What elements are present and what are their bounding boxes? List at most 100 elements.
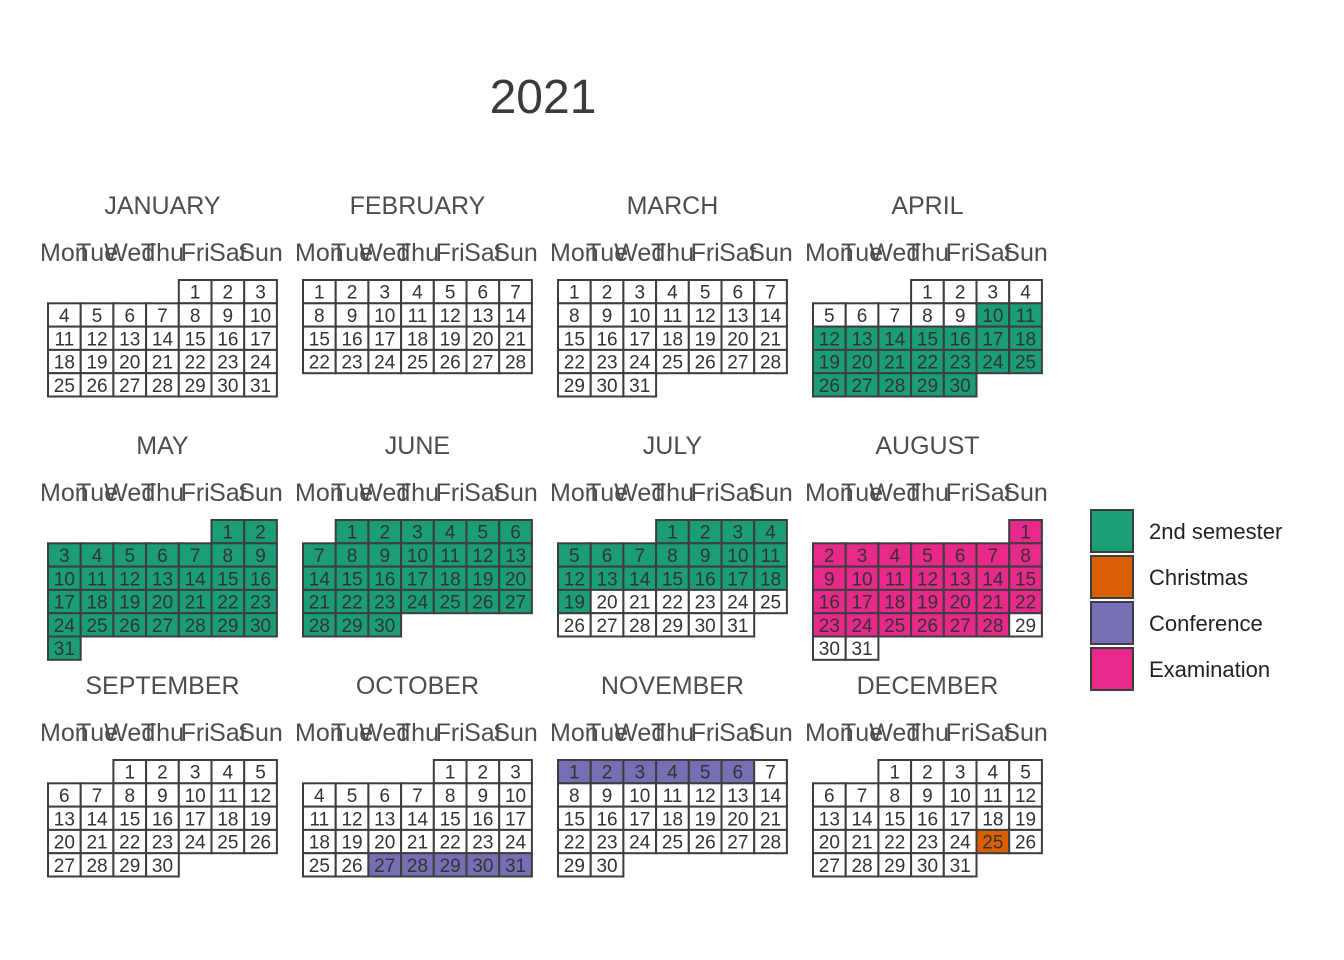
day-number: 30 (950, 376, 971, 397)
day-number: 30 (917, 856, 938, 877)
day-number: 20 (54, 833, 75, 854)
day-number: 8 (889, 786, 900, 807)
day-number: 11 (87, 569, 107, 590)
day-number: 12 (472, 546, 493, 567)
day-number: 12 (440, 306, 461, 327)
day-number: 26 (1015, 833, 1036, 854)
day-number: 18 (54, 353, 75, 374)
day-number: 13 (819, 809, 840, 830)
month-title: AUGUST (875, 432, 979, 460)
weekday-label: Wed (614, 239, 665, 267)
month-title: FEBRUARY (350, 192, 486, 220)
weekday-label: Thu (396, 479, 439, 507)
weekday-label: Sat (719, 719, 757, 747)
day-number: 16 (152, 809, 173, 830)
day-number: 18 (440, 569, 461, 590)
day-number: 10 (505, 786, 526, 807)
day-number: 15 (217, 569, 238, 590)
day-number: 21 (982, 593, 1003, 614)
weekday-label: Sat (464, 479, 502, 507)
day-number: 1 (922, 283, 933, 304)
day-number: 8 (1020, 546, 1031, 567)
day-number: 19 (917, 593, 938, 614)
day-number: 30 (217, 376, 238, 397)
weekday-label: Mon (805, 479, 854, 507)
day-number: 17 (505, 809, 526, 830)
weekday-label: Sun (238, 479, 282, 507)
day-number: 2 (157, 763, 168, 784)
day-cell (498, 852, 533, 878)
day-number: 27 (152, 616, 173, 637)
day-number: 12 (1015, 786, 1036, 807)
weekday-label: Wed (869, 719, 920, 747)
day-number: 31 (505, 856, 526, 877)
day-number: 17 (250, 329, 271, 350)
legend-label: Examination (1149, 657, 1270, 682)
chart-title: 2021 (490, 71, 597, 124)
day-number: 13 (727, 306, 748, 327)
month-title: JANUARY (104, 192, 221, 220)
day-number: 11 (218, 786, 238, 807)
day-number: 5 (700, 283, 711, 304)
day-number: 21 (884, 353, 905, 374)
day-number: 25 (982, 833, 1003, 854)
day-number: 11 (1016, 306, 1036, 327)
day-number: 23 (596, 833, 617, 854)
day-number: 3 (634, 283, 645, 304)
weekday-label: Wed (104, 719, 155, 747)
month-title: MAY (136, 432, 189, 460)
day-number: 11 (408, 306, 428, 327)
day-number: 25 (760, 593, 781, 614)
day-cell (942, 852, 978, 878)
day-number: 1 (667, 523, 678, 544)
day-number: 6 (510, 523, 521, 544)
day-number: 10 (629, 306, 650, 327)
day-number: 10 (407, 546, 428, 567)
day-number: 18 (1015, 329, 1036, 350)
day-number: 21 (152, 353, 173, 374)
day-number: 10 (185, 786, 206, 807)
day-number: 30 (250, 616, 271, 637)
day-number: 28 (629, 616, 650, 637)
weekday-label: Sat (974, 719, 1012, 747)
day-number: 20 (727, 329, 748, 350)
day-number: 11 (983, 786, 1003, 807)
day-number: 2 (700, 523, 711, 544)
day-number: 4 (59, 306, 70, 327)
day-number: 9 (922, 786, 933, 807)
weekday-label: Wed (359, 479, 410, 507)
day-number: 8 (569, 786, 580, 807)
day-number: 4 (1020, 283, 1031, 304)
day-number: 18 (407, 329, 428, 350)
day-number: 29 (341, 616, 362, 637)
day-number: 5 (1020, 763, 1031, 784)
weekday-label: Thu (141, 239, 184, 267)
legend-swatch (1090, 647, 1134, 691)
day-cell (498, 348, 533, 375)
weekday-label: Sun (1003, 239, 1047, 267)
weekday-label: Thu (396, 719, 439, 747)
day-number: 4 (412, 283, 423, 304)
day-number: 28 (760, 353, 781, 374)
day-number: 1 (889, 763, 900, 784)
day-number: 12 (917, 569, 938, 590)
day-number: 21 (185, 593, 206, 614)
day-number: 17 (982, 329, 1003, 350)
weekday-label: Sat (974, 479, 1012, 507)
day-number: 24 (505, 833, 527, 854)
day-number: 24 (950, 833, 972, 854)
day-number: 6 (602, 546, 613, 567)
day-number: 8 (569, 306, 580, 327)
day-number: 23 (374, 593, 395, 614)
day-number: 20 (505, 569, 526, 590)
day-number: 11 (663, 786, 683, 807)
day-number: 9 (824, 569, 835, 590)
day-number: 28 (185, 616, 206, 637)
day-number: 27 (727, 833, 748, 854)
weekday-label: Thu (651, 719, 694, 747)
